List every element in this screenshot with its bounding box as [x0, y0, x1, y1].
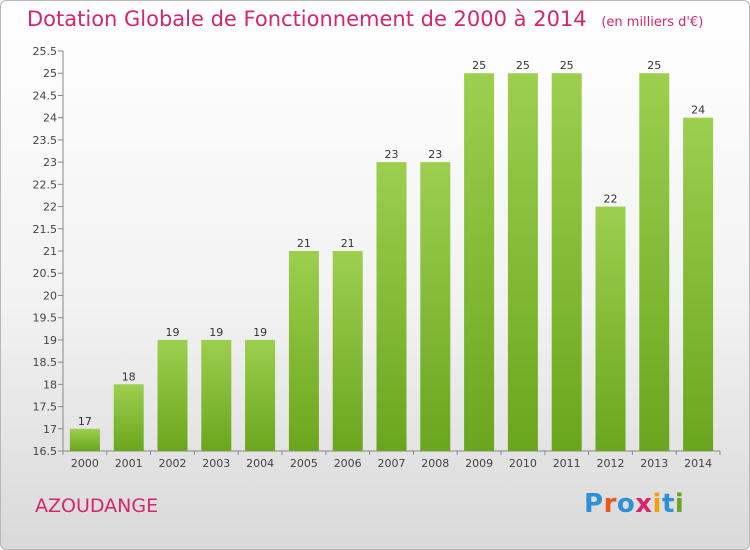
bar — [595, 206, 626, 451]
bar-value-label: 25 — [516, 59, 530, 72]
bar — [69, 428, 100, 451]
logo-letter: t — [661, 489, 675, 519]
x-tick-label: 2012 — [597, 457, 625, 470]
logo-letter: i — [674, 489, 685, 519]
bar-value-label: 21 — [297, 237, 311, 250]
y-tick-label: 17 — [43, 423, 57, 436]
bar-value-label: 25 — [560, 59, 574, 72]
bar — [113, 384, 144, 451]
y-tick-label: 21.5 — [33, 223, 58, 236]
x-tick-label: 2005 — [290, 457, 318, 470]
bar-value-label: 17 — [78, 415, 92, 428]
logo-letter: P — [584, 489, 604, 519]
y-tick-label: 23.5 — [33, 134, 58, 147]
y-tick-label: 23 — [43, 156, 57, 169]
y-tick-label: 18 — [43, 378, 57, 391]
bar — [157, 339, 188, 451]
bar — [683, 117, 714, 452]
y-tick-label: 21 — [43, 245, 57, 258]
bar — [376, 162, 407, 451]
bar — [245, 339, 276, 451]
unit-subtitle: (en milliers d'€) — [601, 15, 704, 30]
bar-value-label: 18 — [122, 370, 136, 383]
y-tick-label: 18.5 — [33, 356, 58, 369]
logo-letter: x — [635, 489, 653, 519]
logo-letter: r — [603, 489, 617, 519]
y-tick-label: 25.5 — [33, 45, 58, 58]
y-tick-label: 19.5 — [33, 312, 58, 325]
x-tick-label: 2011 — [553, 457, 581, 470]
bar-value-label: 22 — [604, 193, 618, 206]
y-tick-label: 24 — [43, 112, 57, 125]
logo-letter: i — [652, 489, 662, 519]
bar — [507, 73, 538, 451]
x-tick-label: 2014 — [684, 457, 712, 470]
bar-value-label: 19 — [253, 326, 267, 339]
bar-value-label: 23 — [428, 148, 442, 161]
commune-name: AZOUDANGE — [35, 495, 159, 517]
x-tick-label: 2009 — [465, 457, 493, 470]
bar — [332, 251, 363, 451]
bar — [288, 251, 319, 451]
y-tick-label: 22.5 — [33, 178, 58, 191]
x-tick-label: 2008 — [421, 457, 449, 470]
x-tick-label: 2010 — [509, 457, 537, 470]
x-tick-label: 2007 — [378, 457, 406, 470]
bar — [639, 73, 670, 451]
bar — [201, 339, 232, 451]
y-tick-label: 19 — [43, 334, 57, 347]
bar-value-label: 25 — [647, 59, 661, 72]
bar — [420, 162, 451, 451]
chart-title: Dotation Globale de Fonctionnement de 20… — [27, 7, 703, 31]
bar-value-label: 24 — [691, 104, 705, 117]
x-tick-label: 2013 — [640, 457, 668, 470]
x-tick-label: 2000 — [71, 457, 99, 470]
bar-value-label: 19 — [209, 326, 223, 339]
proxiti-logo: Proxiti — [584, 489, 684, 519]
x-tick-label: 2006 — [334, 457, 362, 470]
y-tick-label: 16.5 — [33, 445, 58, 458]
y-tick-label: 25 — [43, 67, 57, 80]
logo-letter: o — [616, 489, 636, 519]
bar-value-label: 25 — [472, 59, 486, 72]
x-tick-label: 2004 — [246, 457, 274, 470]
y-tick-label: 22 — [43, 201, 57, 214]
y-tick-label: 24.5 — [33, 89, 58, 102]
bar-value-label: 19 — [166, 326, 180, 339]
y-tick-label: 20.5 — [33, 267, 58, 280]
x-tick-label: 2003 — [202, 457, 230, 470]
bar — [551, 73, 582, 451]
bar-value-label: 21 — [341, 237, 355, 250]
title-text: Dotation Globale de Fonctionnement de 20… — [27, 7, 587, 31]
x-tick-label: 2002 — [159, 457, 187, 470]
x-tick-label: 2001 — [115, 457, 143, 470]
bar — [464, 73, 495, 451]
y-tick-label: 17.5 — [33, 401, 58, 414]
bar-value-label: 23 — [385, 148, 399, 161]
y-tick-label: 20 — [43, 289, 57, 302]
